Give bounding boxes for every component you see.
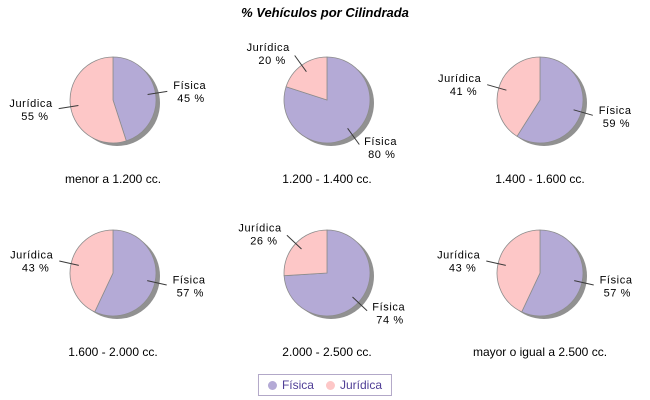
slice-label-value: 57 % [604, 288, 631, 300]
pie-caption-0: menor a 1.200 cc. [64, 172, 162, 186]
slice-label-value: 43 % [22, 262, 49, 274]
slice-label-name: Jurídica [10, 249, 54, 261]
chart-title: % Vehículos por Cilindrada [241, 5, 409, 20]
slice-label-name: Física [600, 275, 633, 287]
slice-label-value: 26 % [250, 235, 277, 247]
label-leader-line [347, 128, 360, 145]
slice-label-value: 43 % [449, 262, 476, 274]
pie-cell-5: Física 57 % Jurídica 43 % mayor o igual a 2… [432, 201, 648, 359]
label-leader-line [573, 109, 593, 116]
slice-label-name: Jurídica [437, 249, 481, 261]
label-leader-line [286, 234, 302, 250]
slice-label-name: Física [173, 80, 206, 92]
legend-swatch-fisica-icon [267, 380, 277, 390]
slice-label-name: Jurídica [438, 73, 482, 85]
legend-swatch-juridica-icon [325, 380, 335, 390]
pie-caption-1: 1.200 - 1.400 cc. [282, 172, 372, 186]
legend-label-fisica: Física [281, 378, 314, 392]
slice-label-name: Jurídica [238, 222, 282, 234]
pie-cell-1: Física 80 % Jurídica 20 % 1.200 - 1.400 cc. [219, 28, 435, 186]
legend-label-juridica: Jurídica [339, 378, 383, 392]
pie-slice-jurídica [283, 229, 328, 277]
legend-item-fisica: Física [267, 378, 314, 392]
pie-caption-5: mayor o igual a 2.500 cc. [472, 345, 608, 359]
pie-cell-3: Física 57 % Jurídica 43 % 1.600 - 2.000 cc. [5, 201, 221, 359]
slice-label-value: 59 % [603, 118, 630, 130]
pie-cell-4: Física 74 % Jurídica 26 % 2.000 - 2.500 cc. [219, 201, 435, 359]
slice-label-name: Jurídica [247, 42, 291, 54]
slice-label-name: Física [599, 105, 632, 117]
legend-item-juridica: Jurídica [325, 378, 383, 392]
label-leader-line [58, 105, 79, 110]
label-leader-line [147, 90, 168, 95]
pie-cell-2: Física 59 % Jurídica 41 % 1.400 - 1.600 cc. [432, 28, 648, 186]
label-leader-line [574, 280, 594, 286]
slice-label-value: 20 % [258, 55, 285, 67]
label-leader-line [147, 280, 167, 286]
pie-caption-3: 1.600 - 2.000 cc. [68, 345, 158, 359]
slice-label-name: Física [364, 136, 397, 148]
slice-label-name: Física [372, 302, 405, 314]
slice-label-value: 41 % [450, 86, 477, 98]
slice-label-value: 55 % [21, 111, 48, 123]
pie-caption-4: 2.000 - 2.500 cc. [282, 345, 372, 359]
label-leader-line [294, 55, 307, 72]
label-leader-line [352, 296, 368, 312]
slice-label-value: 80 % [368, 149, 395, 161]
slice-label-name: Jurídica [9, 98, 53, 110]
pie-caption-2: 1.400 - 1.600 cc. [495, 172, 585, 186]
label-leader-line [486, 260, 506, 266]
label-leader-line [487, 84, 507, 91]
slice-label-value: 57 % [177, 288, 204, 300]
slice-label-value: 45 % [177, 93, 204, 105]
slice-label-name: Física [173, 275, 206, 287]
chart-legend: Física Jurídica [257, 374, 393, 396]
pie-cell-0: Física 45 % Jurídica 55 % menor a 1.200 cc. [5, 28, 221, 186]
slice-label-value: 74 % [376, 315, 403, 327]
label-leader-line [59, 260, 79, 266]
